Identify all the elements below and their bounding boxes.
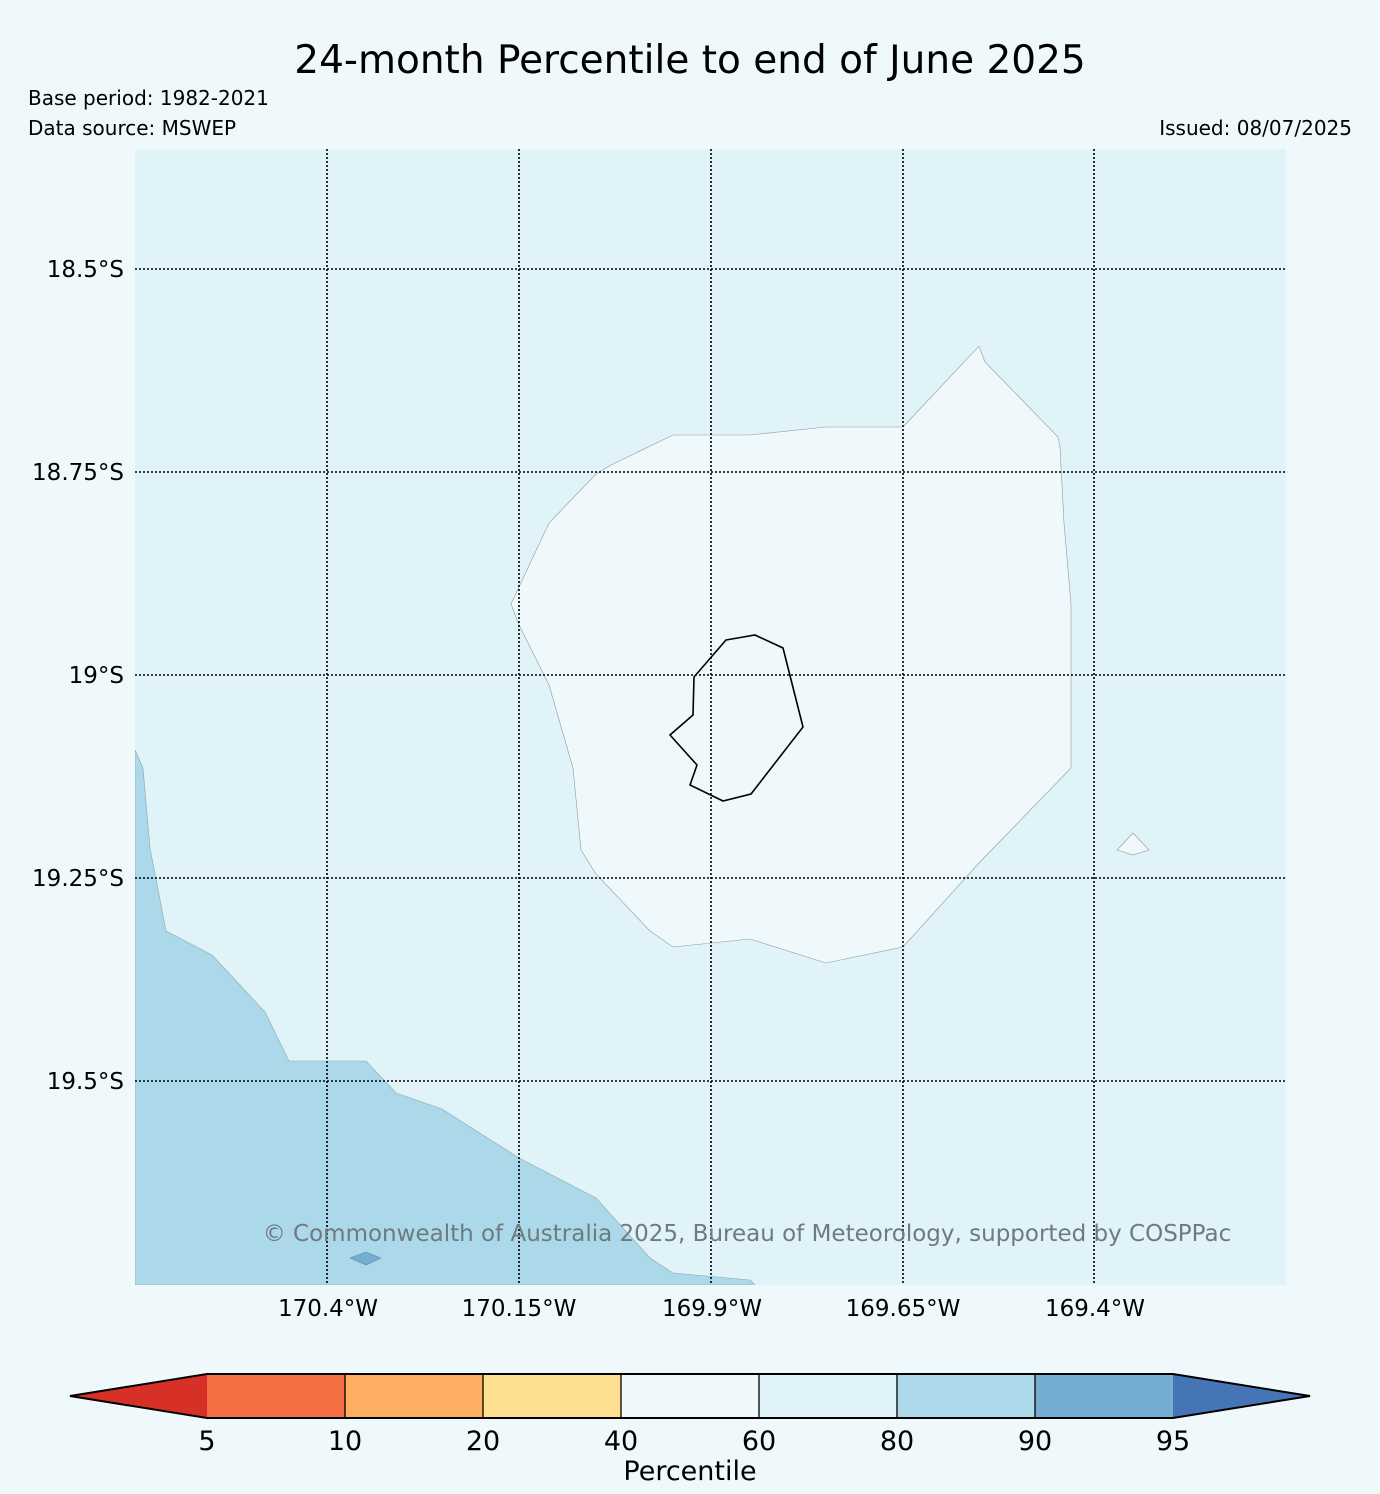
- copyright-text: © Commonwealth of Australia 2025, Bureau…: [263, 1221, 1232, 1247]
- region-80-90: [135, 749, 756, 1285]
- colorbar-tick: 40: [604, 1426, 638, 1457]
- niue-coastline: [668, 634, 804, 802]
- lon-label: 170.15°W: [462, 1296, 577, 1322]
- region-40-60-small: [1116, 832, 1150, 856]
- colorbar-segment: [1035, 1374, 1173, 1418]
- lat-label: 19.5°S: [47, 1069, 124, 1095]
- colorbar-tick: 10: [328, 1426, 362, 1457]
- colorbar-segment: [897, 1374, 1035, 1418]
- colorbar-tick: 80: [880, 1426, 914, 1457]
- colorbar-tick: 60: [742, 1426, 776, 1457]
- colorbar-segment: [483, 1374, 621, 1418]
- colorbar-tick: 95: [1156, 1426, 1190, 1457]
- colorbar-segment: [207, 1374, 345, 1418]
- colorbar-segment: [345, 1374, 483, 1418]
- lon-label: 169.9°W: [662, 1296, 762, 1322]
- lon-label: 169.4°W: [1045, 1296, 1145, 1322]
- lat-label: 19.25°S: [32, 866, 124, 892]
- colorbar-segment: [621, 1374, 759, 1418]
- data-source-text: Data source: MSWEP: [28, 116, 237, 140]
- colorbar: 5 10 20 40 60 80 90 95 Percentile: [69, 1373, 1311, 1487]
- colorbar-outline: [69, 1373, 1311, 1419]
- colorbar-tick: 5: [198, 1426, 215, 1457]
- lat-label: 18.5°S: [47, 257, 124, 283]
- colorbar-segment: [1173, 1374, 1310, 1418]
- base-period-text: Base period: 1982-2021: [28, 86, 269, 110]
- map-title: 24-month Percentile to end of June 2025: [294, 38, 1086, 83]
- lon-label: 170.4°W: [278, 1296, 378, 1322]
- colorbar-segment: [759, 1374, 897, 1418]
- lon-label: 169.65°W: [846, 1296, 961, 1322]
- colorbar-tick: 20: [466, 1426, 500, 1457]
- colorbar-label: Percentile: [623, 1456, 756, 1487]
- region-40-60: [510, 345, 1072, 964]
- region-90-95: [349, 1251, 382, 1266]
- colorbar-segment: [70, 1374, 207, 1418]
- colorbar-tick: 90: [1018, 1426, 1052, 1457]
- gridlines: [135, 149, 1286, 1285]
- lat-label: 18.75°S: [32, 460, 124, 486]
- lat-label: 19°S: [69, 663, 124, 689]
- issued-date-text: Issued: 08/07/2025: [1159, 116, 1352, 140]
